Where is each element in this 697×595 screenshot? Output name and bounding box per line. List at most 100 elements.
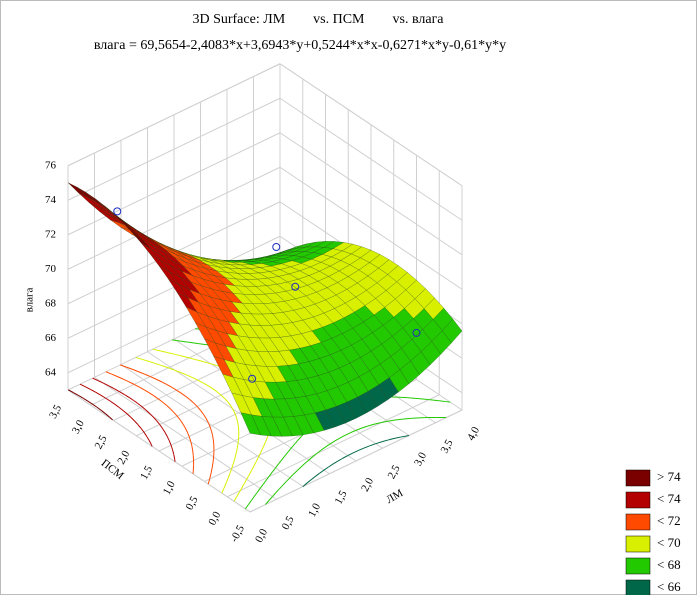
contour-segment bbox=[101, 410, 106, 415]
contour-segment bbox=[248, 474, 250, 477]
contour-segment bbox=[219, 393, 222, 396]
grid-line bbox=[249, 409, 463, 513]
contour-segment bbox=[203, 361, 211, 365]
contour-segment bbox=[308, 456, 314, 461]
contour-segment bbox=[281, 484, 284, 487]
y-tick-label: 3,5 bbox=[47, 402, 64, 420]
contour-segment bbox=[168, 438, 170, 442]
contour-segment bbox=[185, 395, 191, 400]
contour-segment bbox=[170, 445, 173, 448]
contour-segment bbox=[330, 440, 336, 445]
contour-segment bbox=[389, 437, 396, 441]
contour-segment bbox=[287, 447, 292, 452]
contour-segment bbox=[259, 451, 262, 456]
contour-segment bbox=[137, 403, 143, 408]
grid-line bbox=[279, 166, 463, 290]
contour-segment bbox=[300, 465, 303, 468]
contour-segment bbox=[126, 413, 132, 418]
contour-segment bbox=[192, 450, 194, 456]
contour-segment bbox=[97, 380, 104, 384]
contour-segment bbox=[111, 373, 118, 378]
contour-segment bbox=[278, 459, 282, 465]
contour-segment bbox=[202, 412, 204, 415]
contour-segment bbox=[79, 383, 86, 388]
contour-segment bbox=[73, 392, 79, 396]
surface-cell bbox=[67, 182, 88, 198]
contour-segment bbox=[328, 463, 334, 468]
contour-segment bbox=[172, 411, 175, 413]
contour-segment bbox=[237, 424, 240, 429]
contour-segment bbox=[271, 468, 276, 473]
contour-segment bbox=[182, 424, 186, 429]
contour-segment bbox=[161, 381, 167, 385]
contour-segment bbox=[275, 463, 279, 469]
contour-segment bbox=[123, 393, 130, 398]
contour-segment bbox=[225, 480, 228, 484]
contour-segment bbox=[375, 441, 383, 445]
contour-segment bbox=[246, 475, 249, 480]
contour-segment bbox=[167, 352, 175, 355]
contour-segment bbox=[301, 463, 306, 467]
contour-segment bbox=[260, 448, 264, 453]
contour-segment bbox=[159, 424, 163, 429]
contour-segment bbox=[210, 363, 217, 367]
contour-segment bbox=[144, 389, 150, 394]
contour-segment bbox=[141, 406, 147, 411]
legend-swatch bbox=[625, 469, 651, 487]
contour-segment bbox=[211, 462, 214, 468]
contour-segment bbox=[120, 364, 124, 367]
grid-line bbox=[279, 132, 463, 256]
contour-segment bbox=[211, 431, 214, 436]
legend-swatch bbox=[625, 491, 651, 509]
contour-segment bbox=[381, 439, 389, 443]
contour-segment bbox=[350, 429, 357, 434]
contour-segment bbox=[180, 340, 188, 343]
contour-segment bbox=[381, 420, 388, 423]
contour-segment bbox=[281, 455, 286, 461]
contour-segment bbox=[294, 442, 297, 445]
contour-segment bbox=[156, 420, 161, 425]
contour-segment bbox=[172, 449, 175, 455]
contour-segment bbox=[332, 460, 339, 465]
contour-segment bbox=[128, 381, 135, 385]
contour-segment bbox=[114, 388, 120, 392]
y-tick-label: 3,0 bbox=[70, 418, 87, 436]
contour-segment bbox=[130, 417, 135, 422]
contour-segment bbox=[373, 422, 381, 425]
legend-swatch bbox=[625, 513, 651, 531]
contour-segment bbox=[316, 449, 322, 454]
contour-segment bbox=[155, 378, 162, 383]
contour-segment bbox=[139, 386, 145, 391]
contour-segment bbox=[229, 468, 232, 475]
contour-segment bbox=[150, 444, 153, 447]
x-tick-label: 3,5 bbox=[439, 437, 456, 455]
x-tick-label: 4,0 bbox=[465, 424, 482, 442]
contour-segment bbox=[176, 339, 181, 342]
contour-segment bbox=[199, 409, 203, 414]
contour-segment bbox=[118, 406, 124, 411]
contour-segment bbox=[174, 353, 181, 357]
contour-segment bbox=[262, 479, 267, 485]
legend-label: < 72 bbox=[657, 513, 681, 528]
contour-segment bbox=[304, 459, 310, 464]
contour-segment bbox=[262, 442, 266, 448]
contour-segment bbox=[285, 477, 291, 482]
contour-segment bbox=[234, 455, 236, 460]
contour-segment bbox=[196, 406, 201, 411]
y-tick-label: 1,5 bbox=[138, 463, 155, 481]
contour-segment bbox=[220, 394, 226, 399]
contour-segment bbox=[146, 436, 150, 441]
contour-segment bbox=[137, 424, 142, 429]
legend-label: < 68 bbox=[657, 557, 681, 572]
contour-segment bbox=[123, 365, 127, 368]
x-axis-label: ЛМ bbox=[384, 487, 405, 506]
contour-segment bbox=[244, 479, 248, 484]
contour-segment bbox=[278, 485, 283, 490]
contour-segment bbox=[334, 437, 341, 442]
contour-segment bbox=[148, 392, 155, 397]
grid-line bbox=[279, 63, 463, 187]
surface-cell bbox=[122, 222, 143, 240]
contour-segment bbox=[253, 461, 257, 467]
contour-segment bbox=[297, 436, 302, 441]
contour-segment bbox=[238, 490, 241, 493]
